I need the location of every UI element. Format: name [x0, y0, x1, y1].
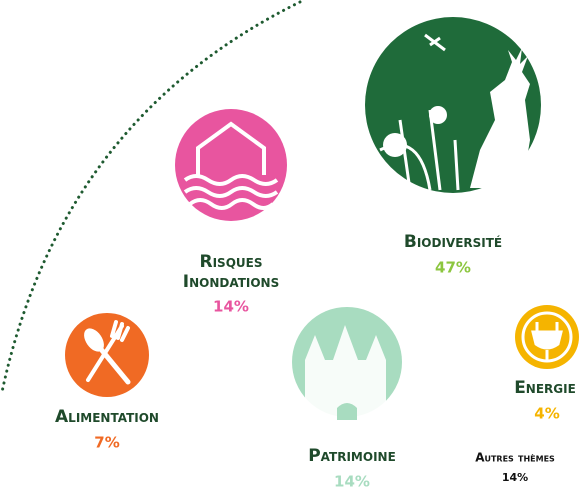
label: Risques [200, 252, 263, 272]
percent: 7% [94, 434, 119, 452]
label: Biodiversité [404, 232, 502, 252]
percent: 14% [502, 471, 528, 484]
label: Autres thèmes [475, 451, 555, 465]
dotted-arc [0, 0, 302, 394]
heritage-icon [292, 307, 402, 420]
biodiversity-icon [365, 17, 541, 193]
flood-icon [175, 109, 287, 221]
food-icon [65, 313, 149, 397]
label: Energie [514, 378, 576, 398]
percent: 4% [534, 405, 559, 423]
percent: 47% [435, 259, 471, 277]
percent: 14% [334, 473, 370, 491]
energy-icon [515, 305, 579, 369]
label: Alimentation [55, 407, 159, 427]
label: Inondations [183, 272, 279, 292]
percent: 14% [213, 298, 249, 316]
label: Patrimoine [308, 446, 396, 466]
